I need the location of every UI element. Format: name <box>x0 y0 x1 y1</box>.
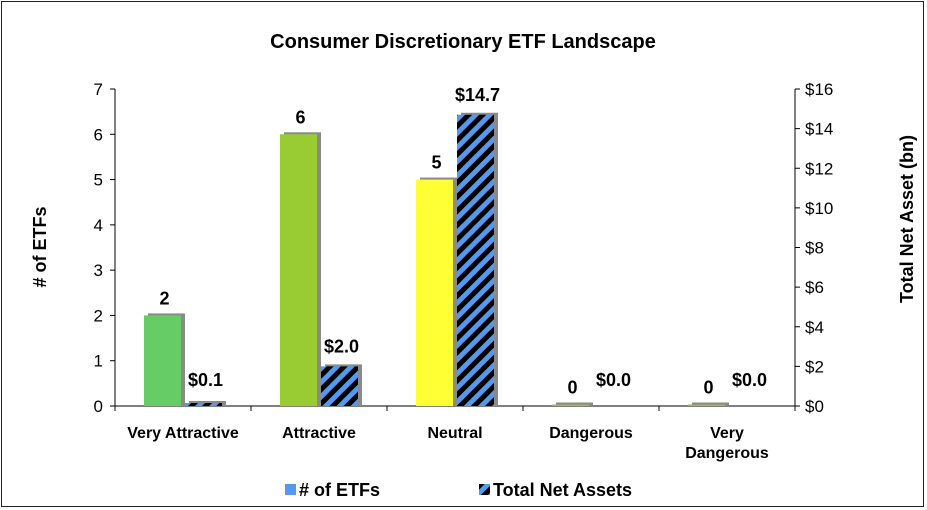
data-label-total-net-assets: $0.0 <box>596 370 631 390</box>
data-label-total-net-assets: $2.0 <box>324 336 359 356</box>
left-tick-label: 6 <box>94 125 103 144</box>
legend-label-total-net-assets: Total Net Assets <box>493 480 632 500</box>
left-tick-label: 2 <box>94 306 103 325</box>
right-tick-label: $8 <box>805 239 824 258</box>
bar-shadow <box>556 402 593 406</box>
bar-total-net-assets <box>457 114 494 406</box>
bar-etfs <box>416 179 453 406</box>
right-axis-label: Total Net Asset (bn) <box>897 135 917 303</box>
right-tick-label: $2 <box>805 357 824 376</box>
right-tick-label: $16 <box>805 80 833 99</box>
right-tick-label: $6 <box>805 278 824 297</box>
left-tick-label: 4 <box>94 216 103 235</box>
x-tick-label: Dangerous <box>549 425 633 442</box>
data-label-etfs: 0 <box>567 378 577 398</box>
bar-total-net-assets <box>185 403 222 406</box>
data-label-etfs: 2 <box>159 288 169 308</box>
x-tick-label: Very <box>710 425 744 442</box>
data-label-total-net-assets: $0.1 <box>188 370 223 390</box>
legend: # of ETFs Total Net Assets <box>285 480 632 500</box>
bar-etfs <box>280 134 317 407</box>
bar-shadow <box>692 402 729 406</box>
chart-title: Consumer Discretionary ETF Landscape <box>270 31 656 53</box>
left-tick-label: 0 <box>94 397 103 416</box>
data-label-etfs: 6 <box>295 107 305 127</box>
x-tick-label: Neutral <box>427 425 482 442</box>
left-tick-label: 1 <box>94 352 103 371</box>
bar-etfs <box>552 404 589 406</box>
left-tick-label: 5 <box>94 171 103 190</box>
right-tick-label: $4 <box>805 318 824 337</box>
data-labels: 2 $0.1 6 $2.0 5 $14.7 0 $0.0 0 $0.0 <box>159 85 767 398</box>
bar-etfs <box>688 404 725 406</box>
left-axis-label: # of ETFs <box>30 206 50 287</box>
legend-label-etfs: # of ETFs <box>299 480 380 500</box>
legend-swatch-etfs <box>285 484 296 495</box>
right-tick-label: $10 <box>805 199 833 218</box>
legend-swatch-total-net-assets <box>479 484 490 495</box>
data-label-etfs: 5 <box>431 153 441 173</box>
x-tick-label: Dangerous <box>685 445 769 462</box>
data-label-total-net-assets: $14.7 <box>455 85 500 105</box>
data-label-total-net-assets: $0.0 <box>732 370 767 390</box>
x-tick-label: Attractive <box>282 425 356 442</box>
left-tick-label: 7 <box>94 80 103 99</box>
bar-total-net-assets <box>321 366 358 406</box>
bars <box>144 112 729 407</box>
x-tick-label: Very Attractive <box>127 425 239 442</box>
right-tick-label: $12 <box>805 159 833 178</box>
bar-etfs <box>144 315 181 406</box>
left-tick-label: 3 <box>94 261 103 280</box>
axes: 0 1 2 3 4 5 6 7 $0 $2 $4 $6 $8 $10 $12 $14 $16 Very Attra… <box>94 80 834 462</box>
right-tick-label: $0 <box>805 397 824 416</box>
right-tick-label: $14 <box>805 120 833 139</box>
data-label-etfs: 0 <box>703 378 713 398</box>
